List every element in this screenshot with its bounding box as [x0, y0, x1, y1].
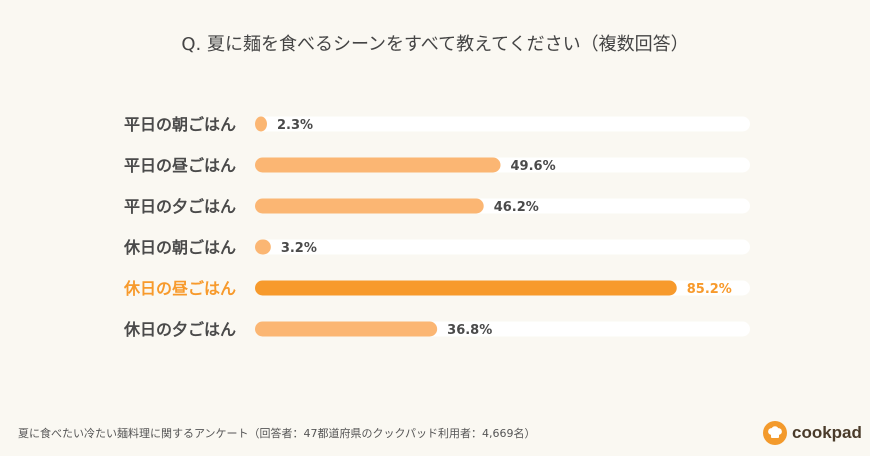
value-label: 36.8%	[447, 323, 492, 338]
bar	[255, 157, 501, 173]
category-label: 休日の朝ごはん	[123, 238, 236, 257]
value-label: 46.2%	[494, 200, 539, 215]
logo-text: cookpad	[792, 423, 862, 442]
chart-title: Q. 夏に麺を食べるシーンをすべて教えてください（複数回答）	[181, 34, 689, 55]
value-label: 2.3%	[277, 118, 313, 133]
bar-track	[255, 239, 750, 255]
value-label: 3.2%	[281, 241, 317, 256]
source-note: 夏に食べたい冷たい麺料理に関するアンケート（回答者：47都道府県のクックパッド利…	[18, 427, 536, 440]
category-label: 平日の夕ごはん	[124, 197, 236, 216]
cookpad-logo[interactable]: cookpad	[763, 420, 862, 446]
value-label: 85.2%	[687, 282, 732, 297]
bar	[255, 280, 677, 296]
bar	[255, 239, 271, 255]
bar	[255, 116, 267, 132]
category-label: 休日の夕ごはん	[123, 320, 236, 339]
value-label: 49.6%	[511, 159, 556, 174]
category-label: 休日の昼ごはん	[123, 279, 236, 298]
category-label: 平日の朝ごはん	[124, 115, 236, 134]
chef-hat-icon	[763, 421, 787, 445]
bar	[255, 198, 484, 214]
category-label: 平日の昼ごはん	[124, 156, 236, 175]
bar	[255, 321, 438, 337]
bar-track	[255, 116, 750, 132]
